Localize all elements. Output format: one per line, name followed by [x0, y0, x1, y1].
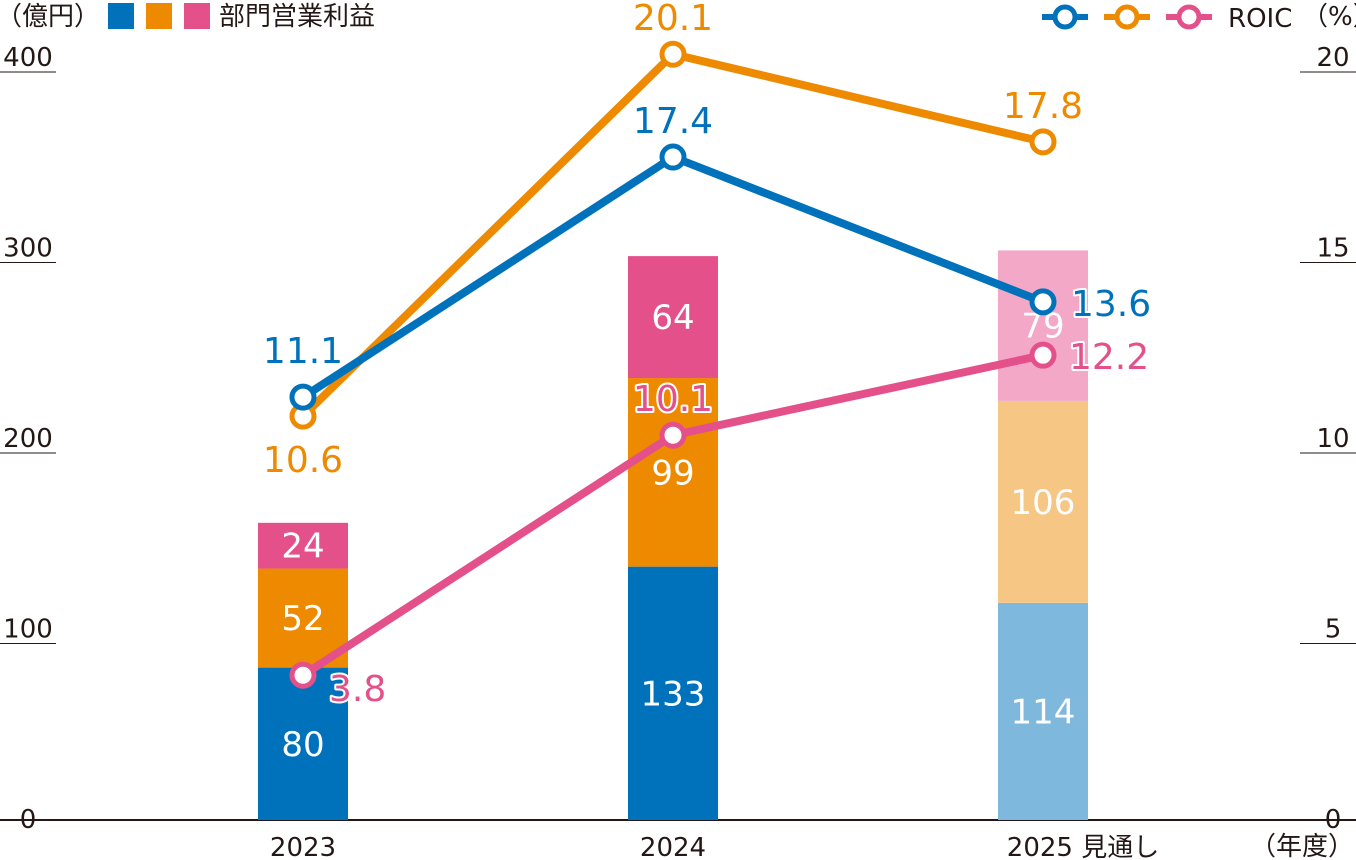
- legend-line-orange: [1104, 4, 1150, 30]
- roic-value-label: 20.1: [633, 0, 713, 39]
- roic-point-blue: [1029, 288, 1057, 316]
- right-tick-label: 20: [1316, 43, 1349, 73]
- bar-segment-pink: [628, 256, 718, 379]
- left-tick-label: 100: [3, 615, 53, 645]
- right-tick-label: 15: [1316, 234, 1349, 264]
- legend-swatch-orange: [146, 3, 172, 29]
- left-axis-unit: （億円）: [0, 2, 100, 32]
- right-tick-label: 0: [1325, 805, 1342, 835]
- roic-point-orange: [1029, 128, 1057, 156]
- roic-point-blue: [289, 383, 317, 411]
- left-tick-label: 300: [3, 234, 53, 264]
- bar-segment-orange: [998, 400, 1088, 603]
- roic-value-label: 11.1: [263, 331, 343, 372]
- roic-value-label: 12.2: [1069, 337, 1149, 378]
- left-tick-label: 400: [3, 43, 53, 73]
- roic-point-pink: [1029, 341, 1057, 369]
- right-axis-unit: （%）: [1302, 2, 1356, 32]
- bar-segment-orange: [628, 378, 718, 567]
- x-category-label: 2024: [640, 833, 706, 860]
- right-tick-label: 10: [1316, 424, 1349, 454]
- x-axis-unit: （年度）: [1250, 832, 1354, 860]
- legend-line-label: ROIC: [1228, 4, 1292, 34]
- legend-line-blue: [1042, 4, 1088, 30]
- bar-value-label: 114: [1011, 692, 1076, 732]
- left-tick-label: 0: [20, 805, 37, 835]
- bar-value-label: 64: [651, 298, 694, 338]
- roic-point-pink: [659, 421, 687, 449]
- bar-value-label: 99: [651, 453, 694, 493]
- bar-value-label: 24: [281, 527, 324, 567]
- bar-segment-blue: [998, 602, 1088, 820]
- roic-point-pink: [289, 661, 317, 689]
- bar-value-label: 80: [281, 725, 324, 765]
- bar-segment-blue: [628, 566, 718, 820]
- roic-value-label: 3.8: [329, 669, 386, 710]
- roic-point-blue: [659, 143, 687, 171]
- right-tick-label: 5: [1325, 615, 1342, 645]
- roic-value-label: 17.4: [633, 101, 713, 142]
- roic-value-label: 10.6: [263, 440, 343, 481]
- bar-value-label: 106: [1011, 483, 1076, 523]
- bar-segment-pink: [258, 522, 348, 569]
- roic-value-label: 10.1: [633, 379, 713, 420]
- x-category-label: 2025 見通し: [1007, 833, 1159, 860]
- left-tick-label: 200: [3, 424, 53, 454]
- bar-value-label: 52: [281, 599, 324, 639]
- legend-swatch-pink: [184, 3, 210, 29]
- bar-segment-pink: [998, 250, 1088, 401]
- bar-segment-blue: [258, 667, 348, 820]
- roic-value-label: 13.6: [1071, 284, 1151, 325]
- bar-value-label: 133: [641, 674, 706, 714]
- legend-line-pink: [1166, 4, 1212, 30]
- legend-bar-label: 部門営業利益: [219, 2, 375, 32]
- x-category-label: 2023: [270, 833, 336, 860]
- roic-value-label: 17.8: [1003, 86, 1083, 127]
- legend-swatch-blue: [108, 3, 134, 29]
- roic-point-orange: [659, 40, 687, 68]
